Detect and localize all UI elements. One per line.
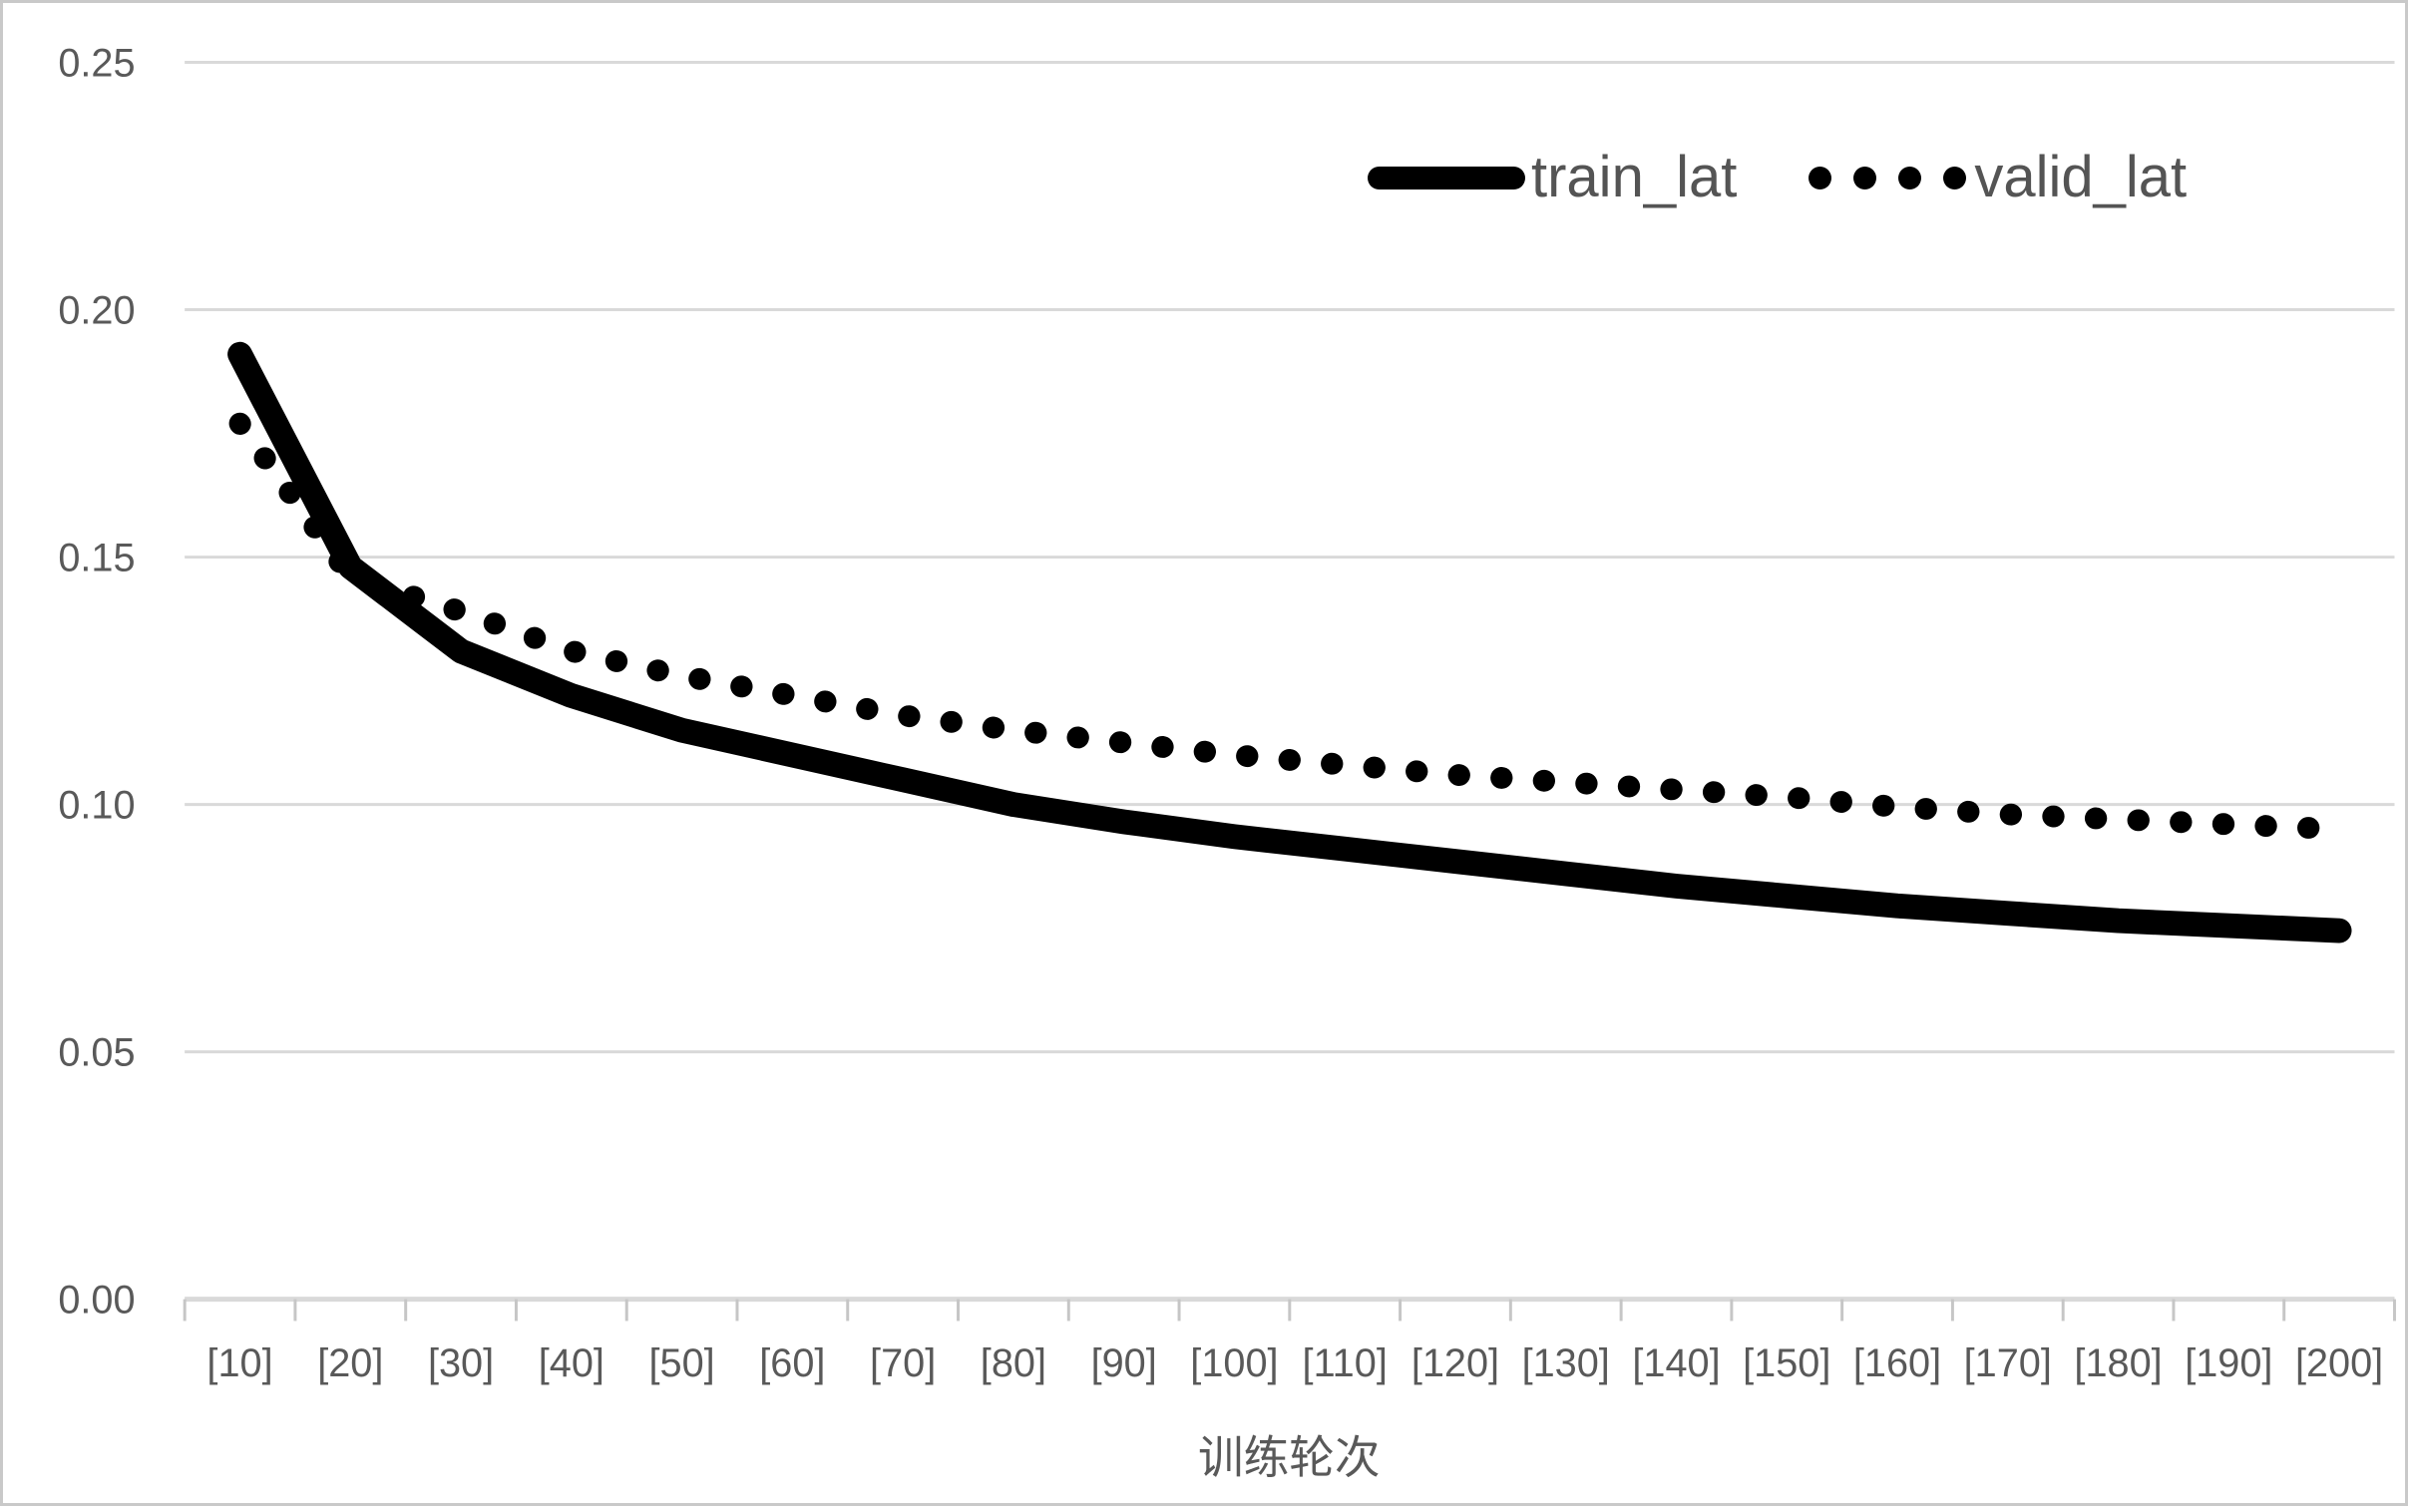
y-tick-label: 0.00 — [58, 1279, 135, 1323]
y-tick-label: 0.25 — [58, 41, 135, 85]
x-tick-label: [110] — [1303, 1341, 1388, 1385]
y-tick-label: 0.05 — [58, 1030, 135, 1074]
x-tick-label: [40] — [539, 1341, 604, 1385]
train-lat-line-swatch — [1368, 166, 1525, 189]
legend-item-valid-lat: valid_lat — [1809, 149, 2187, 206]
x-tick-label: [170] — [1964, 1341, 2052, 1385]
train_lat-series-line — [227, 341, 2352, 944]
gridlines-group — [185, 61, 2395, 1054]
series-group — [227, 341, 2352, 944]
x-axis-title: 训练轮次 — [1198, 1432, 1380, 1483]
x-tick-label: [180] — [2074, 1341, 2162, 1385]
x-tick-label: [200] — [2295, 1341, 2383, 1385]
valid_lat-series-line — [228, 412, 2351, 841]
x-tick-label: [20] — [317, 1341, 383, 1385]
x-tick-label: [150] — [1743, 1341, 1830, 1385]
valid-lat-dots-swatch — [1809, 166, 1967, 189]
x-tick-label: [140] — [1632, 1341, 1720, 1385]
legend-label-valid-lat: valid_lat — [1974, 145, 2188, 209]
legend: train_lat valid_lat — [1368, 149, 2187, 206]
x-tick-label: [70] — [870, 1341, 936, 1385]
y-axis-labels-group: 0.00 0.05 0.10 0.15 0.20 0.25 — [58, 41, 135, 1322]
x-tick-label: [190] — [2185, 1341, 2272, 1385]
x-tick-label: [120] — [1411, 1341, 1499, 1385]
y-tick-label: 0.20 — [58, 288, 135, 332]
x-tick-label: [90] — [1091, 1341, 1157, 1385]
x-tick-label: [160] — [1853, 1341, 1941, 1385]
x-tick-label: [100] — [1190, 1341, 1278, 1385]
x-axis-group — [183, 1297, 2396, 1322]
x-tick-label: [50] — [649, 1341, 715, 1385]
legend-label-train-lat: train_lat — [1531, 145, 1738, 209]
x-tick-label: [30] — [428, 1341, 494, 1385]
legend-item-train-lat: train_lat — [1368, 149, 1737, 206]
y-tick-label: 0.10 — [58, 783, 135, 827]
y-tick-label: 0.15 — [58, 536, 135, 579]
line-chart: 0.00 0.05 0.10 0.15 0.20 0.25 [10] [20] [30] [40… — [58, 41, 2396, 1483]
x-tick-label: [80] — [981, 1341, 1046, 1385]
x-axis-labels-group: [10] [20] [30] [40] [50] [60] [70] [80] [90] [100… — [206, 1341, 2383, 1385]
x-tick-label: [60] — [759, 1341, 825, 1385]
x-tick-label: [10] — [206, 1341, 272, 1385]
x-tick-label: [130] — [1522, 1341, 1610, 1385]
